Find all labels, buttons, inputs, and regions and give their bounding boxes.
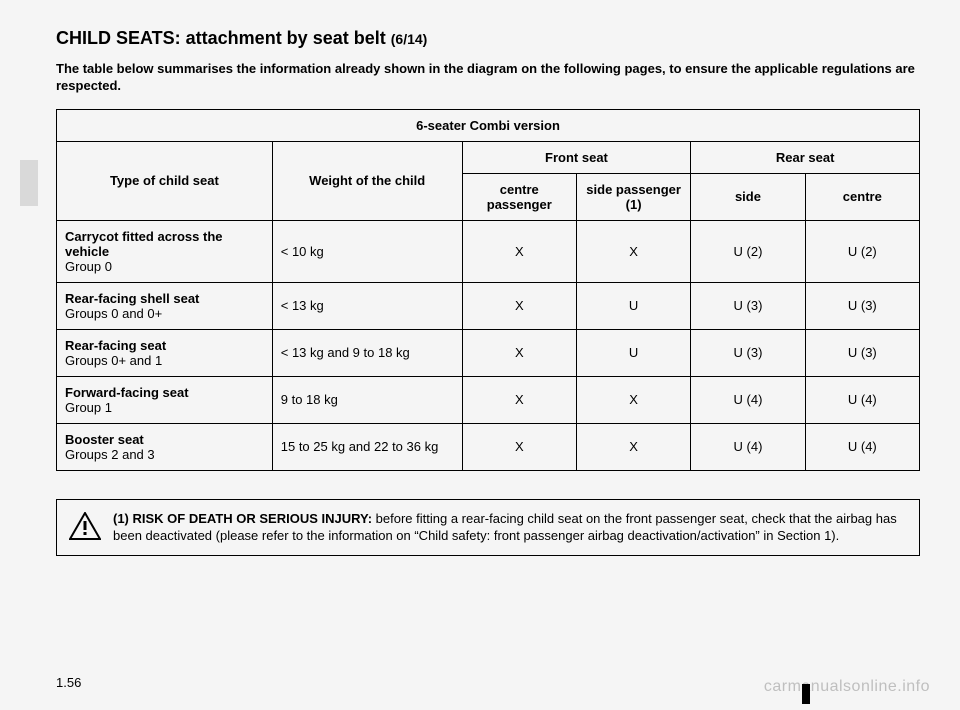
seat-sub: Group 0 <box>65 259 112 274</box>
cell-type: Rear-facing seat Groups 0+ and 1 <box>57 329 273 376</box>
seat-name: Forward-facing seat <box>65 385 189 400</box>
table-row: 6-seater Combi version <box>57 109 920 141</box>
warning-box: (1) RISK OF DEATH OR SERIOUS INJURY: bef… <box>56 499 920 556</box>
warning-lead: (1) RISK OF DEATH OR SERIOUS INJURY: <box>113 511 372 526</box>
seat-sub: Groups 0 and 0+ <box>65 306 162 321</box>
col-header-rear-side: side <box>691 173 805 220</box>
cell-rear-centre: U (3) <box>805 329 919 376</box>
cell-type: Carrycot fitted across the vehicle Group… <box>57 220 273 282</box>
seat-name: Rear-facing seat <box>65 338 166 353</box>
col-header-front-side: side passenger (1) <box>576 173 690 220</box>
seat-name: Booster seat <box>65 432 144 447</box>
cell-type: Forward-facing seat Group 1 <box>57 376 273 423</box>
cell-front-centre: X <box>462 329 576 376</box>
table-row: Rear-facing seat Groups 0+ and 1 < 13 kg… <box>57 329 920 376</box>
table-row: Rear-facing shell seat Groups 0 and 0+ <… <box>57 282 920 329</box>
table-row: Booster seat Groups 2 and 3 15 to 25 kg … <box>57 423 920 470</box>
crop-mark <box>802 684 810 704</box>
cell-front-side: X <box>576 423 690 470</box>
title-suffix: (6/14) <box>391 31 428 47</box>
cell-weight: < 10 kg <box>272 220 462 282</box>
page-title: CHILD SEATS: attachment by seat belt (6/… <box>56 28 920 49</box>
cell-type: Rear-facing shell seat Groups 0 and 0+ <box>57 282 273 329</box>
cell-rear-centre: U (3) <box>805 282 919 329</box>
watermark: carmanualsonline.info <box>764 678 930 696</box>
cell-front-side: X <box>576 376 690 423</box>
side-tab-mark <box>20 160 38 206</box>
cell-weight: < 13 kg and 9 to 18 kg <box>272 329 462 376</box>
warning-icon <box>69 512 101 545</box>
intro-text: The table below summarises the informati… <box>56 61 920 95</box>
cell-rear-side: U (4) <box>691 376 805 423</box>
title-main: CHILD SEATS: attachment by seat belt <box>56 28 386 48</box>
cell-front-side: U <box>576 329 690 376</box>
cell-front-centre: X <box>462 376 576 423</box>
cell-weight: < 13 kg <box>272 282 462 329</box>
col-header-front-centre: centre passenger <box>462 173 576 220</box>
seat-name: Rear-facing shell seat <box>65 291 199 306</box>
cell-rear-side: U (2) <box>691 220 805 282</box>
seat-sub: Groups 0+ and 1 <box>65 353 162 368</box>
col-header-weight: Weight of the child <box>272 141 462 220</box>
col-header-rear-centre: centre <box>805 173 919 220</box>
page-number: 1.56 <box>56 675 81 690</box>
table-row: Forward-facing seat Group 1 9 to 18 kg X… <box>57 376 920 423</box>
warning-text: (1) RISK OF DEATH OR SERIOUS INJURY: bef… <box>113 510 907 545</box>
cell-rear-centre: U (4) <box>805 376 919 423</box>
cell-front-centre: X <box>462 423 576 470</box>
cell-rear-side: U (4) <box>691 423 805 470</box>
cell-rear-side: U (3) <box>691 329 805 376</box>
cell-rear-centre: U (4) <box>805 423 919 470</box>
cell-rear-side: U (3) <box>691 282 805 329</box>
seat-name: Carrycot fitted across the vehicle <box>65 229 223 259</box>
table-row: Type of child seat Weight of the child F… <box>57 141 920 173</box>
cell-front-centre: X <box>462 220 576 282</box>
cell-front-centre: X <box>462 282 576 329</box>
seat-sub: Group 1 <box>65 400 112 415</box>
col-header-type: Type of child seat <box>57 141 273 220</box>
child-seat-table: 6-seater Combi version Type of child sea… <box>56 109 920 471</box>
table-version-header: 6-seater Combi version <box>57 109 920 141</box>
cell-weight: 9 to 18 kg <box>272 376 462 423</box>
table-row: Carrycot fitted across the vehicle Group… <box>57 220 920 282</box>
cell-front-side: U <box>576 282 690 329</box>
cell-rear-centre: U (2) <box>805 220 919 282</box>
cell-weight: 15 to 25 kg and 22 to 36 kg <box>272 423 462 470</box>
cell-front-side: X <box>576 220 690 282</box>
col-header-rear: Rear seat <box>691 141 920 173</box>
seat-sub: Groups 2 and 3 <box>65 447 155 462</box>
col-header-front: Front seat <box>462 141 691 173</box>
cell-type: Booster seat Groups 2 and 3 <box>57 423 273 470</box>
